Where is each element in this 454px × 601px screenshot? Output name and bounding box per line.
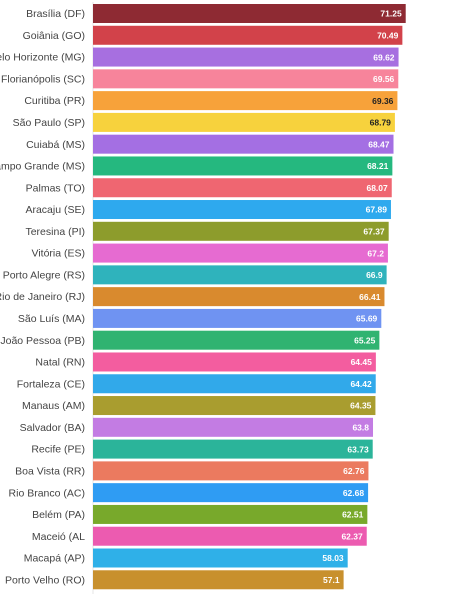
- category-label: Brasília (DF): [26, 8, 85, 20]
- category-label: Manaus (AM): [22, 400, 85, 412]
- bar: [93, 287, 385, 307]
- value-label: 68.21: [367, 161, 389, 171]
- bar: [93, 69, 399, 89]
- value-label: 64.45: [351, 357, 373, 367]
- value-label: 66.41: [359, 292, 381, 302]
- bar: [93, 112, 395, 132]
- value-label: 64.42: [350, 379, 372, 389]
- value-label: 58.03: [322, 553, 344, 563]
- bar: [93, 374, 376, 394]
- value-label: 68.07: [366, 183, 388, 193]
- bar: [93, 47, 399, 67]
- category-label: Aracaju (SE): [25, 204, 85, 216]
- bar: [93, 308, 382, 328]
- value-label: 68.79: [370, 118, 392, 128]
- bar: [93, 25, 403, 45]
- value-label: 67.37: [363, 227, 385, 237]
- category-label: São Paulo (SP): [13, 117, 85, 129]
- bar: [93, 504, 368, 524]
- category-label: Rio Branco (AC): [9, 487, 85, 499]
- value-label: 62.51: [342, 510, 364, 520]
- value-label: 63.8: [352, 423, 369, 433]
- bar: [93, 548, 348, 568]
- category-label: Porto Velho (RO): [5, 574, 85, 586]
- bar: [93, 396, 376, 416]
- bar: [93, 178, 392, 198]
- bar: [93, 243, 388, 263]
- category-label: São Luís (MA): [18, 313, 85, 325]
- category-label: Belém (PA): [32, 509, 85, 521]
- bar: [93, 526, 367, 546]
- value-label: 68.47: [368, 139, 390, 149]
- category-label: Rio de Janeiro (RJ): [0, 291, 85, 303]
- value-label: 64.35: [350, 401, 372, 411]
- value-label: 70.49: [377, 30, 399, 40]
- value-label: 69.62: [373, 52, 395, 62]
- bar: [93, 4, 406, 23]
- value-label: 71.25: [380, 9, 402, 19]
- value-label: 65.69: [356, 314, 378, 324]
- category-label: Cuiabá (MS): [26, 139, 85, 151]
- category-label: Natal (RN): [35, 357, 85, 369]
- category-label: Porto Alegre (RS): [3, 269, 85, 281]
- category-label: Palmas (TO): [26, 182, 85, 194]
- value-label: 66.9: [366, 270, 383, 280]
- bar: [93, 439, 373, 459]
- category-label: Macapá (AP): [24, 553, 85, 565]
- value-label: 67.89: [366, 205, 388, 215]
- value-label: 69.36: [372, 96, 394, 106]
- category-label: João Pessoa (PB): [0, 335, 85, 347]
- bar: [93, 221, 389, 241]
- category-label: Recife (PE): [31, 444, 85, 456]
- value-label: 69.56: [373, 74, 395, 84]
- value-label: 65.25: [354, 335, 376, 345]
- value-label: 62.37: [341, 531, 363, 541]
- bar: [93, 200, 391, 220]
- bar: [93, 461, 369, 481]
- value-label: 67.2: [367, 248, 384, 258]
- bar: [93, 570, 344, 590]
- category-label: Maceió (AL: [32, 531, 85, 543]
- value-label: 62.76: [343, 466, 365, 476]
- bar: [93, 156, 393, 176]
- bar: [93, 483, 369, 503]
- value-label: 63.73: [347, 444, 369, 454]
- bar: [93, 265, 387, 285]
- value-label: 57.1: [323, 575, 340, 585]
- category-label: Salvador (BA): [20, 422, 85, 434]
- category-label: Vitória (ES): [32, 248, 86, 260]
- bar: [93, 352, 376, 372]
- category-label: Fortaleza (CE): [17, 378, 85, 390]
- category-label: Belo Horizonte (MG): [0, 52, 85, 64]
- category-label: Campo Grande (MS): [0, 161, 85, 173]
- category-label: Goiânia (GO): [23, 30, 85, 42]
- category-label: Teresina (PI): [25, 226, 85, 238]
- category-label: Florianópolis (SC): [1, 73, 85, 85]
- bar: [93, 330, 380, 350]
- value-label: 62.68: [343, 488, 365, 498]
- category-label: Boa Vista (RR): [15, 465, 85, 477]
- bar: [93, 134, 394, 154]
- category-label: Curitiba (PR): [24, 95, 85, 107]
- bar: [93, 91, 398, 111]
- bar: [93, 417, 374, 437]
